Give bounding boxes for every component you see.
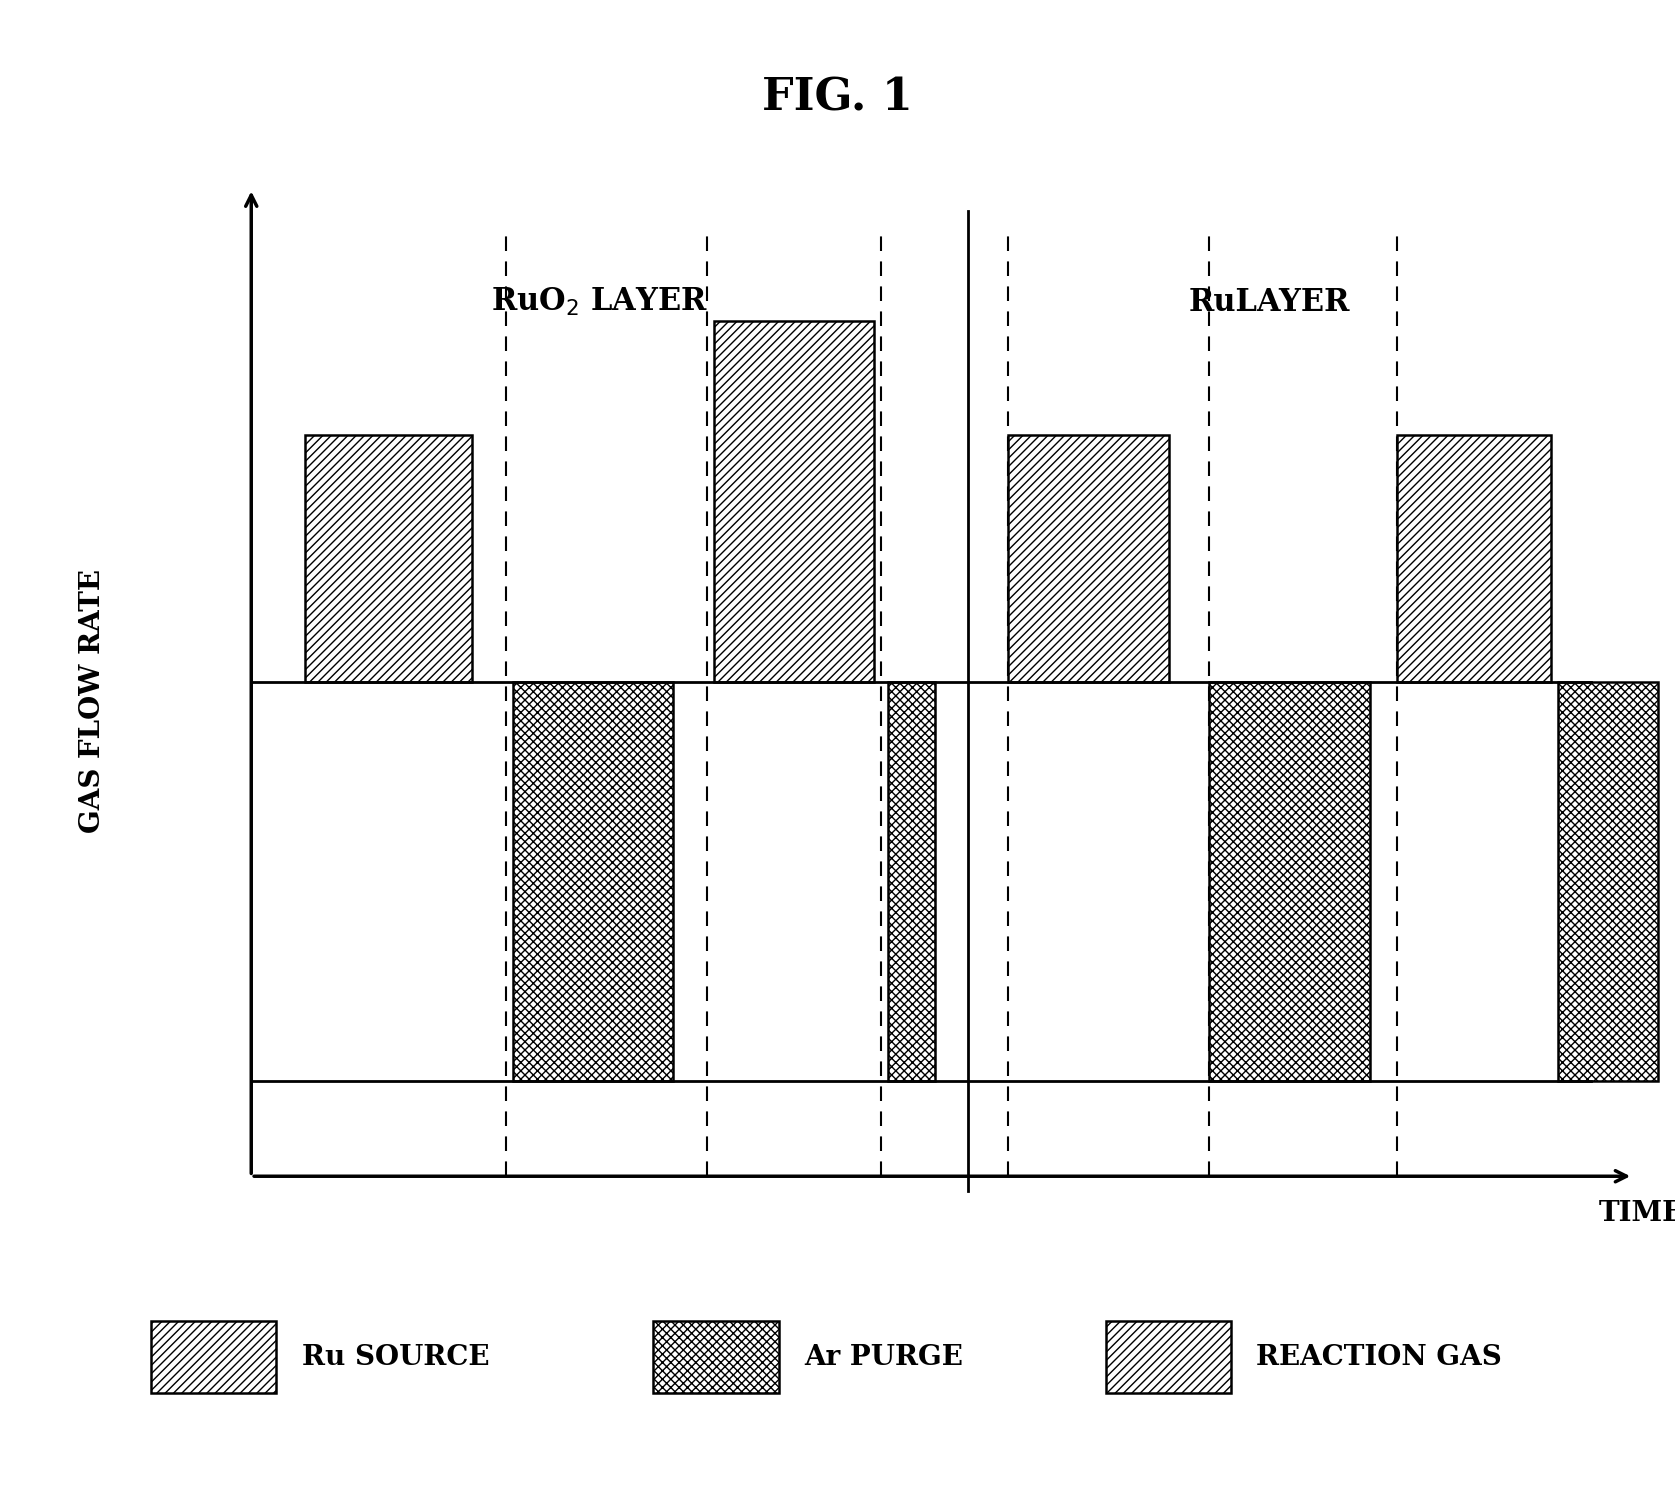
Bar: [305, 436, 472, 682]
Bar: [653, 1321, 779, 1393]
Text: RuO$_2$ LAYER: RuO$_2$ LAYER: [491, 287, 709, 318]
Text: TIME: TIME: [1600, 1200, 1675, 1228]
Bar: [1106, 1321, 1231, 1393]
Bar: [513, 682, 673, 1081]
Bar: [1558, 682, 1658, 1081]
Text: RuLAYER: RuLAYER: [1189, 287, 1350, 318]
Bar: [1397, 436, 1551, 682]
Bar: [1209, 682, 1370, 1081]
Text: REACTION GAS: REACTION GAS: [1256, 1344, 1502, 1371]
Text: Ru SOURCE: Ru SOURCE: [302, 1344, 489, 1371]
Bar: [714, 321, 874, 682]
Text: Ar PURGE: Ar PURGE: [804, 1344, 963, 1371]
Text: FIG. 1: FIG. 1: [762, 77, 913, 119]
Bar: [888, 682, 935, 1081]
Bar: [151, 1321, 276, 1393]
Bar: [1008, 436, 1169, 682]
Text: GAS FLOW RATE: GAS FLOW RATE: [79, 569, 106, 834]
